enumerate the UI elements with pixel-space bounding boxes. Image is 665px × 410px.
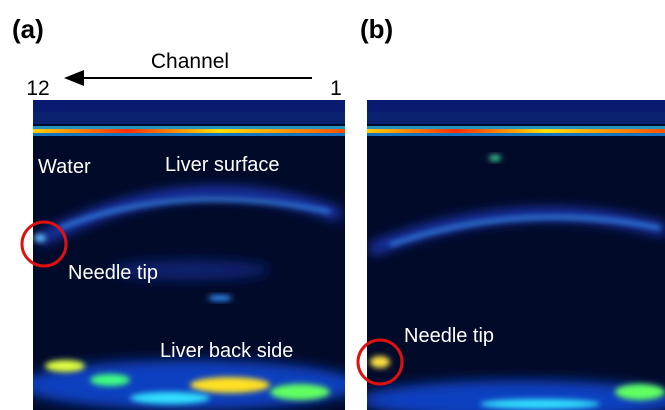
axis-start-label: 12 xyxy=(26,77,49,100)
ultrasound-image xyxy=(33,100,345,410)
annotation: Water xyxy=(38,156,91,178)
annotation: Liver surface xyxy=(165,154,280,176)
annotation: Needle tip xyxy=(404,325,494,347)
annotation: Needle tip xyxy=(68,262,158,284)
highlight-circle xyxy=(356,338,404,386)
annotation: Liver back side xyxy=(160,340,293,362)
panel-label: (b) xyxy=(360,14,393,44)
ultrasound-image xyxy=(367,100,665,410)
arrow-head xyxy=(64,70,84,86)
highlight-circle xyxy=(20,220,68,268)
panel-label: (a) xyxy=(12,14,44,44)
axis-title: Channel xyxy=(151,50,229,73)
axis-end-label: 1 xyxy=(330,77,342,100)
